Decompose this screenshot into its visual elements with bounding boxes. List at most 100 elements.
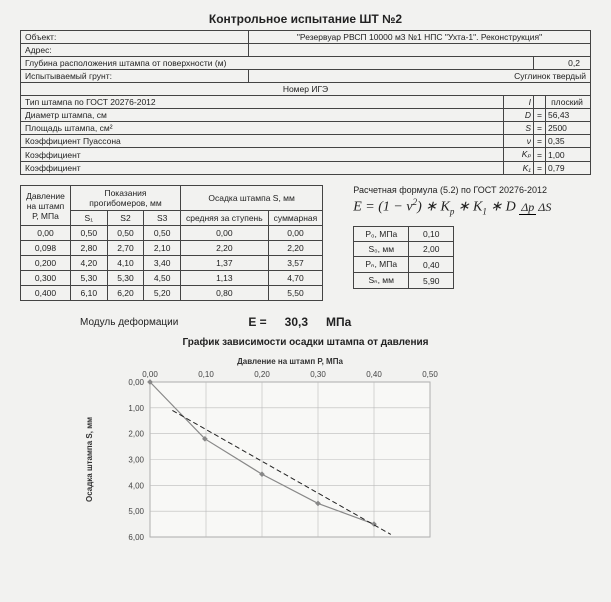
diam-label: Диаметр штампа, см <box>21 109 504 122</box>
table-cell: 4,10 <box>107 256 144 271</box>
area-val: 2500 <box>546 122 591 135</box>
result-eq: E = <box>248 315 266 329</box>
kp-label: Коэффициент <box>21 148 504 162</box>
svg-text:0,40: 0,40 <box>366 370 382 379</box>
depth-label: Глубина расположения штампа от поверхнос… <box>21 57 534 70</box>
table-cell: 4,70 <box>268 271 323 286</box>
table-cell: 6,20 <box>107 286 144 301</box>
h-sum: суммарная <box>268 211 323 226</box>
table-cell: 5,20 <box>144 286 181 301</box>
param-value: 0,10 <box>409 227 454 242</box>
svg-text:Давление на штамп Р, МПа: Давление на штамп Р, МПа <box>237 357 343 366</box>
table-cell: 3,40 <box>144 256 181 271</box>
result-val: 30,3 <box>285 315 308 329</box>
stamp-type-val: плоский <box>546 96 591 109</box>
svg-text:1,00: 1,00 <box>128 404 144 413</box>
table-cell: 2,10 <box>144 241 181 256</box>
table-cell: 4,20 <box>71 256 108 271</box>
svg-text:6,00: 6,00 <box>128 533 144 542</box>
table-cell: 5,30 <box>71 271 108 286</box>
svg-text:Осадка штампа S, мм: Осадка штампа S, мм <box>85 417 94 502</box>
diam-val: 56,43 <box>546 109 591 122</box>
h-s1: S₁ <box>71 211 108 226</box>
svg-text:0,10: 0,10 <box>198 370 214 379</box>
formula-caption: Расчетная формула (5.2) по ГОСТ 20276-20… <box>353 185 591 195</box>
table-cell: 5,30 <box>107 271 144 286</box>
table-cell: 0,00 <box>268 226 323 241</box>
result-label: Модуль деформации <box>80 317 178 328</box>
table-cell: 3,57 <box>268 256 323 271</box>
svg-text:0,20: 0,20 <box>254 370 270 379</box>
table-cell: 0,50 <box>144 226 181 241</box>
object-value: "Резервуар РВСП 10000 м3 №1 НПС "Ухта-1"… <box>249 31 591 44</box>
area-sym: S <box>504 122 534 135</box>
measurements-table: Давление на штамп Р, МПа Показания проги… <box>20 185 323 301</box>
svg-text:2,00: 2,00 <box>128 430 144 439</box>
svg-text:0,50: 0,50 <box>422 370 438 379</box>
table-cell: 0,00 <box>181 226 269 241</box>
object-label: Объект: <box>21 31 249 44</box>
param-value: 2,00 <box>409 242 454 257</box>
soil-value: Суглинок твердый <box>249 70 591 83</box>
table-cell: 1,37 <box>181 256 269 271</box>
h-s2: S2 <box>107 211 144 226</box>
area-label: Площадь штампа, см² <box>21 122 504 135</box>
chart-title: График зависимости осадки штампа от давл… <box>20 337 591 348</box>
table-cell: 2,70 <box>107 241 144 256</box>
h-settle: Осадка штампа S, мм <box>181 186 323 211</box>
table-cell: 4,50 <box>144 271 181 286</box>
k1-label: Коэффициент <box>21 162 504 175</box>
stamp-type-sym: I <box>504 96 534 109</box>
poisson-sym: ν <box>504 135 534 148</box>
table-cell: 2,20 <box>268 241 323 256</box>
table-cell: 0,300 <box>21 271 71 286</box>
param-label: Pₙ, МПа <box>354 257 409 273</box>
svg-text:0,00: 0,00 <box>142 370 158 379</box>
table-cell: 6,10 <box>71 286 108 301</box>
diam-sym: D <box>504 109 534 122</box>
table-cell: 0,50 <box>107 226 144 241</box>
k1-sym: K₁ <box>504 162 534 175</box>
table-cell: 0,400 <box>21 286 71 301</box>
svg-text:4,00: 4,00 <box>128 481 144 490</box>
header-params-table: Объект: "Резервуар РВСП 10000 м3 №1 НПС … <box>20 30 591 175</box>
param-label: S₀, мм <box>354 242 409 257</box>
svg-text:3,00: 3,00 <box>128 456 144 465</box>
kp-sym: Kₚ <box>504 148 534 162</box>
svg-text:5,00: 5,00 <box>128 507 144 516</box>
k1-val: 0,79 <box>546 162 591 175</box>
summary-table: P₀, МПа0,10S₀, мм2,00Pₙ, МПа0,40Sₙ, мм5,… <box>353 226 454 289</box>
stamp-type-label: Тип штампа по ГОСТ 20276-2012 <box>21 96 504 109</box>
h-avg: средняя за ступень <box>181 211 269 226</box>
h-pressure: Давление на штамп Р, МПа <box>21 186 71 226</box>
poisson-label: Коэффициент Пуассона <box>21 135 504 148</box>
soil-label: Испытываемый грунт: <box>21 70 249 83</box>
table-cell: 0,80 <box>181 286 269 301</box>
formula: E = (1 − ν2) ∗ Kp ∗ K1 ∗ D ΔpΔS <box>353 197 591 216</box>
address-label: Адрес: <box>21 44 249 57</box>
result-row: Модуль деформации E = 30,3 МПа <box>80 315 591 329</box>
result-unit: МПа <box>326 315 351 329</box>
h-indicators: Показания прогибомеров, мм <box>71 186 181 211</box>
table-cell: 2,20 <box>181 241 269 256</box>
kp-val: 1,00 <box>546 148 591 162</box>
depth-value: 0,2 <box>534 57 591 70</box>
param-label: P₀, МПа <box>354 227 409 242</box>
table-cell: 0,098 <box>21 241 71 256</box>
param-value: 5,90 <box>409 273 454 289</box>
table-cell: 2,80 <box>71 241 108 256</box>
doc-title: Контрольное испытание ШТ №2 <box>20 12 591 26</box>
chart: Давление на штамп Р, МПа Осадка штампа S,… <box>80 352 591 552</box>
table-cell: 1,13 <box>181 271 269 286</box>
table-cell: 0,200 <box>21 256 71 271</box>
poisson-val: 0,35 <box>546 135 591 148</box>
svg-text:0,00: 0,00 <box>128 378 144 387</box>
table-cell: 5,50 <box>268 286 323 301</box>
h-s3: S3 <box>144 211 181 226</box>
table-cell: 0,50 <box>71 226 108 241</box>
param-value: 0,40 <box>409 257 454 273</box>
table-cell: 0,00 <box>21 226 71 241</box>
ige-label: Номер ИГЭ <box>21 83 591 96</box>
param-label: Sₙ, мм <box>354 273 409 289</box>
svg-text:0,30: 0,30 <box>310 370 326 379</box>
